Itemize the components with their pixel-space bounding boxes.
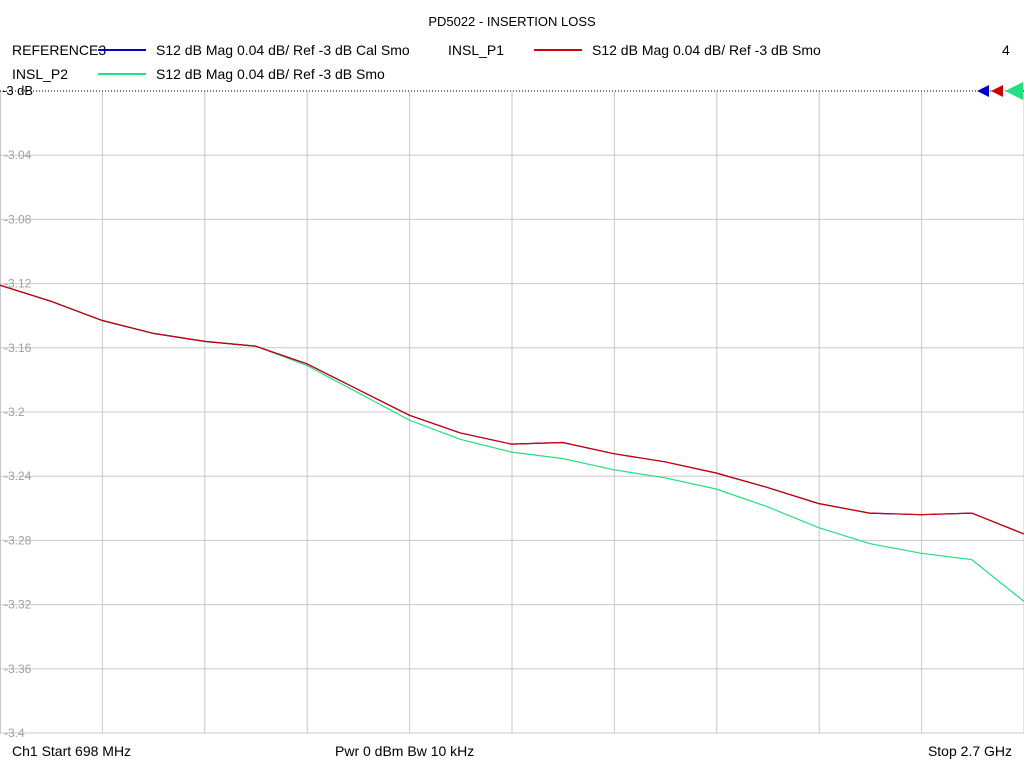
footer-stop: Stop 2.7 GHz xyxy=(927,743,1012,759)
y-tick-label: -3.4 xyxy=(4,726,25,740)
legend-desc-insl-p2: S12 dB Mag 0.04 dB/ Ref -3 dB Smo xyxy=(156,66,385,82)
series-lines xyxy=(0,284,1024,602)
legend-name-reference3: REFERENCE3 xyxy=(12,42,107,58)
y-tick-label: -3.24 xyxy=(4,469,32,483)
y-tick-label: -3.28 xyxy=(4,533,32,547)
footer-start: Ch1 Start 698 MHz xyxy=(12,743,132,759)
y-tick-label: -3.08 xyxy=(4,212,32,226)
ref-marker-reference3 xyxy=(977,85,989,97)
y-tick-label: -3.04 xyxy=(4,148,32,162)
grid-lines xyxy=(0,91,1024,734)
legend-desc-reference3: S12 dB Mag 0.04 dB/ Ref -3 dB Cal Smo xyxy=(156,42,410,58)
footer-power: Pwr 0 dBm Bw 10 kHz xyxy=(335,743,475,759)
y-tick-labels: -3.04 -3.08 -3.12 -3.16 -3.2 -3.24 -3.28 -3.32 -… xyxy=(4,148,32,740)
reference-markers xyxy=(977,82,1023,100)
legend-name-insl-p2: INSL_P2 xyxy=(12,66,69,82)
y-tick-label: -3.16 xyxy=(4,341,32,355)
ref-marker-insl-p1 xyxy=(991,85,1003,97)
y-tick-label: -3.12 xyxy=(4,277,32,291)
channel-number: 4 xyxy=(1002,42,1010,58)
reference-label: -3 dB xyxy=(2,83,33,98)
ref-marker-insl-p2 xyxy=(1005,82,1023,100)
legend-desc-insl-p1: S12 dB Mag 0.04 dB/ Ref -3 dB Smo xyxy=(592,42,821,58)
y-tick-label: -3.32 xyxy=(4,598,32,612)
legend-name-insl-p1: INSL_P1 xyxy=(448,42,505,58)
legend-row-2: INSL_P2 S12 dB Mag 0.04 dB/ Ref -3 dB Sm… xyxy=(0,66,1024,84)
legend-swatch-insl-p2 xyxy=(98,73,146,75)
y-tick-label: -3.2 xyxy=(4,405,25,419)
legend-swatch-insl-p1 xyxy=(534,49,582,51)
series-line-insl-p1 xyxy=(0,284,1024,535)
legend-row-1: REFERENCE3 S12 dB Mag 0.04 dB/ Ref -3 dB… xyxy=(0,42,1024,60)
chart-title: PD5022 - INSERTION LOSS xyxy=(428,14,596,29)
y-tick-label: -3.36 xyxy=(4,662,32,676)
legend-swatch-reference3 xyxy=(98,49,146,51)
